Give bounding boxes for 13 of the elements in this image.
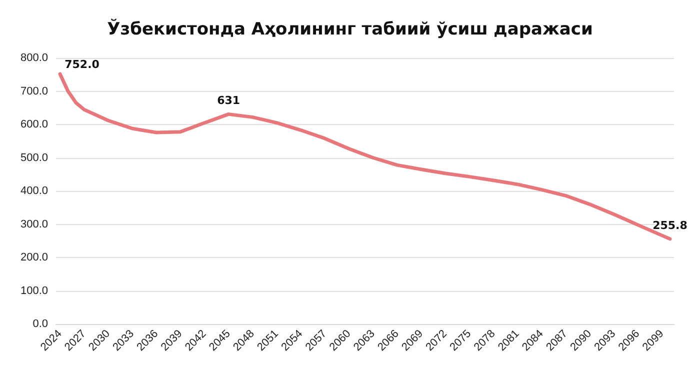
chart-title: Ўзбекистонда Аҳолининг табиий ўсиш даражаси [107,18,593,40]
y-tick-label: 600.0 [20,118,48,130]
data-label: 631 [217,94,240,108]
data-label: 255.8 [652,218,688,232]
y-tick-label: 300.0 [20,218,48,230]
y-tick-label: 400.0 [20,185,48,197]
y-tick-label: 500.0 [20,152,48,164]
data-label: 752.0 [64,58,100,71]
y-tick-label: 0.0 [32,318,48,330]
y-tick-label: 800.0 [20,52,48,64]
y-tick-label: 100.0 [20,284,48,297]
y-tick-label: 700.0 [20,85,48,98]
y-tick-label: 200.0 [20,252,48,264]
